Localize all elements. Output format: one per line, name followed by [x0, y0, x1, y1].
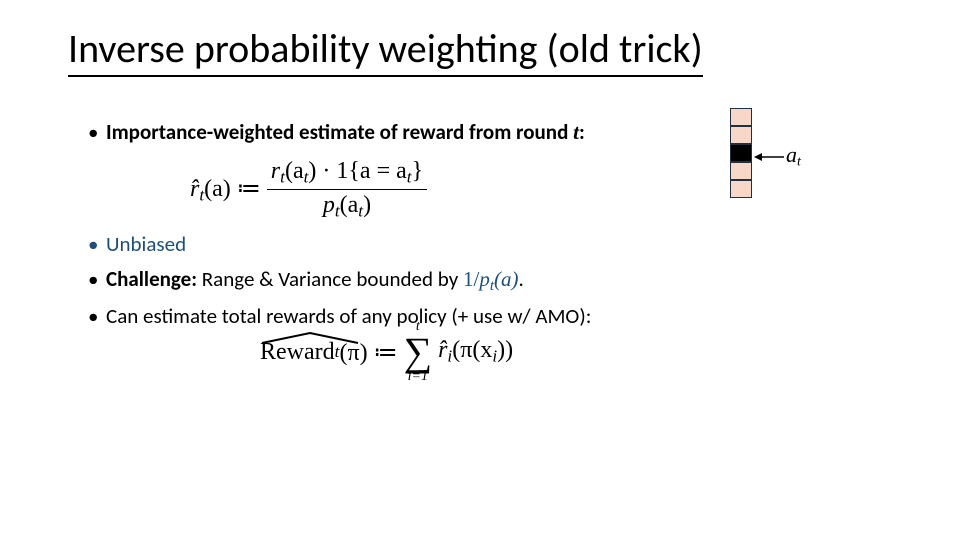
eq1-den-close: ) — [363, 192, 371, 218]
eq2-sum-bot: i=1 — [408, 370, 428, 384]
bullet-challenge: Challenge: Range & Variance bounded by 1… — [88, 265, 728, 296]
action-column-diagram: at — [730, 108, 752, 198]
eq1-num-arg-a: (a — [285, 158, 304, 184]
b3-math-num: 1/ — [463, 267, 479, 291]
selected-action-cell — [730, 144, 752, 162]
b3-math-p: p — [479, 267, 490, 291]
b3-post: . — [519, 266, 524, 292]
slide-title: Inverse probability weighting (old trick… — [68, 24, 703, 77]
action-cell — [730, 126, 752, 144]
eq2-arg-close: )) — [497, 337, 513, 363]
eq1-den-arg-a: (a — [340, 192, 359, 218]
eq2-arg-open: (π(x — [452, 337, 492, 363]
b1-text-pre: Importance-weighted estimate of reward f… — [106, 119, 573, 145]
slide-body: Importance-weighted estimate of reward f… — [88, 118, 728, 336]
b3-pre: Challenge: — [106, 266, 197, 292]
b3-math: 1/pt(a) — [463, 267, 519, 291]
label-a: a — [786, 142, 797, 167]
b3-mid: Range & Variance bounded by — [197, 266, 463, 292]
label-a-t: at — [786, 142, 801, 171]
b2-text: Unbiased — [106, 231, 186, 257]
action-cell — [730, 108, 752, 126]
eq2-sum: t ∑ i=1 — [404, 320, 433, 384]
action-column — [730, 108, 752, 198]
eq1-den-p: p — [323, 192, 335, 218]
eq2-reward-hat: Reward — [260, 339, 335, 366]
eq1-rhat: r̂ — [190, 176, 199, 202]
bullet-importance-weighted: Importance-weighted estimate of reward f… — [88, 118, 728, 146]
eq1-num-dot: · 1{a = a — [316, 158, 406, 184]
b1-text-post: : — [579, 119, 585, 145]
b3-math-a: (a) — [494, 267, 519, 291]
eq1-fraction: rt(at) · 1{a = at} pt(at) — [267, 158, 427, 222]
bullet-unbiased: Unbiased — [88, 230, 728, 258]
eq1-num-r: r — [271, 158, 280, 184]
eq1-num-close: } — [412, 158, 424, 184]
action-cell — [730, 162, 752, 180]
eq2-pi: (π) ≔ — [339, 338, 397, 367]
equation-reward-hat: Reward t(π) ≔ t ∑ i=1 r̂i(π(xi)) — [260, 320, 513, 384]
equation-ipw-estimator: r̂t(a) ≔ rt(at) · 1{a = at} pt(at) — [190, 158, 427, 222]
arrow-left-icon — [754, 152, 784, 162]
action-cell — [730, 180, 752, 198]
arrow-to-at — [754, 152, 784, 162]
label-t: t — [797, 155, 801, 170]
eq1-lhs-a: (a) ≔ — [204, 176, 261, 202]
eq2-reward-text: Reward — [260, 339, 335, 365]
sigma-icon: ∑ — [404, 334, 433, 370]
